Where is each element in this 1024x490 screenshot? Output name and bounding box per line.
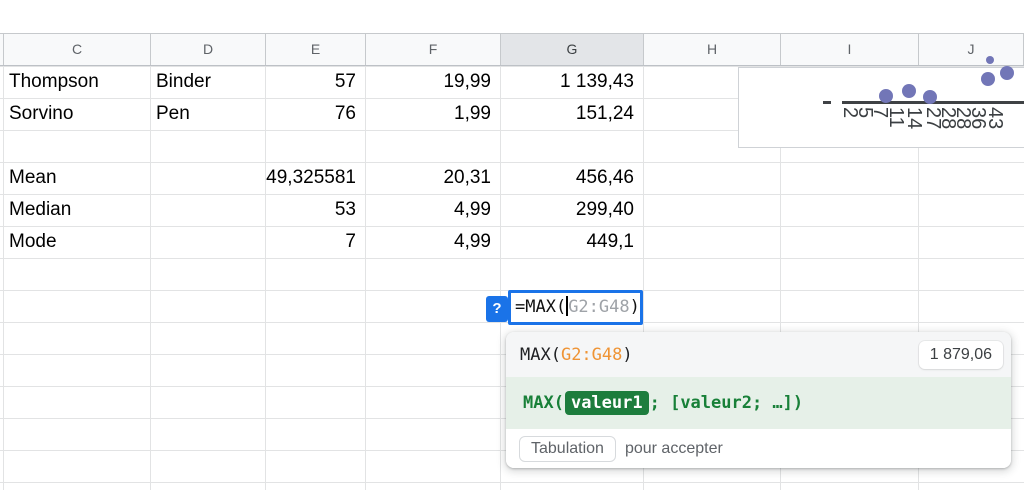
cell-median-label[interactable]: Median xyxy=(9,199,72,220)
cell-mean-price[interactable]: 20,31 xyxy=(443,167,491,188)
grid-vertical-line xyxy=(780,66,781,490)
cell-sorvino-price[interactable]: 1,99 xyxy=(454,103,491,124)
syntax-row: MAX(valeur1; [valeur2; …]) xyxy=(506,377,1011,429)
cell-mean-label[interactable]: Mean xyxy=(9,167,57,188)
suggestion-close: ) xyxy=(622,344,633,365)
cell-sorvino-total[interactable]: 151,24 xyxy=(575,103,634,124)
cell-mean-units[interactable]: 49,325581 xyxy=(266,167,356,188)
cell-thompson-units[interactable]: 57 xyxy=(334,71,356,92)
cell-thompson-product[interactable]: Binder xyxy=(156,71,211,92)
cell-sorvino-product[interactable]: Pen xyxy=(156,103,190,124)
column-header-e[interactable]: E xyxy=(266,34,366,65)
scatter-point xyxy=(981,72,995,86)
cell-median-price[interactable]: 4,99 xyxy=(454,199,491,220)
syntax-active-param: valeur1 xyxy=(564,391,649,415)
scatter-point xyxy=(923,90,937,104)
grid-vertical-line xyxy=(365,66,366,490)
formula-typed-text: =MAX( xyxy=(515,297,567,317)
syntax-prefix: MAX( xyxy=(523,393,564,413)
grid-vertical-line xyxy=(918,66,919,490)
cell-median-total[interactable]: 299,40 xyxy=(575,199,634,220)
cell-sorvino-name[interactable]: Sorvino xyxy=(9,103,74,124)
column-header-d[interactable]: D xyxy=(151,34,266,65)
suggestion-range: G2:G48 xyxy=(560,344,623,365)
preview-value: 1 879,06 xyxy=(918,340,1003,369)
grid-vertical-line xyxy=(265,66,266,490)
grid-vertical-line xyxy=(500,66,501,490)
embedded-chart[interactable]: 2 5 7 11 14 27 28 28 36 43 xyxy=(738,56,1024,148)
x-axis-tick-label: 14 xyxy=(903,107,925,130)
scatter-point xyxy=(1000,66,1014,80)
cell-thompson-name[interactable]: Thompson xyxy=(9,71,99,92)
text-cursor xyxy=(566,295,569,316)
scatter-point xyxy=(986,56,994,64)
cell-mode-total[interactable]: 449,1 xyxy=(586,231,634,252)
syntax-rest: ; [valeur2; …]) xyxy=(649,393,804,413)
column-header-row: C D E F G H I J xyxy=(0,33,1024,66)
tab-keycap: Tabulation xyxy=(519,435,616,462)
cell-thompson-total[interactable]: 1 139,43 xyxy=(560,71,634,92)
hint-row: Tabulation pour accepter xyxy=(506,429,1011,468)
suggestion-function: MAX( xyxy=(520,344,561,365)
formula-close-paren: ) xyxy=(629,297,640,317)
column-header-i[interactable]: I xyxy=(781,34,919,65)
hint-text: pour accepter xyxy=(624,439,723,457)
column-header-g[interactable]: G xyxy=(501,34,644,65)
cell-thompson-price[interactable]: 19,99 xyxy=(443,71,491,92)
column-header-f[interactable]: F xyxy=(366,34,501,65)
cell-mean-total[interactable]: 456,46 xyxy=(575,167,634,188)
column-header-spacer xyxy=(0,34,4,65)
formula-editor-cell[interactable]: =MAX(G2:G48) xyxy=(508,290,643,325)
cell-mode-label[interactable]: Mode xyxy=(9,231,57,252)
suggestion-row[interactable]: MAX(G2:G48) 1 879,06 xyxy=(506,332,1011,377)
cell-sorvino-units[interactable]: 76 xyxy=(334,103,356,124)
x-axis-tick-label: 43 xyxy=(984,107,1006,130)
grid-vertical-line xyxy=(3,66,4,490)
cell-mode-price[interactable]: 4,99 xyxy=(454,231,491,252)
column-header-c[interactable]: C xyxy=(4,34,151,65)
formula-autocomplete-popup: MAX(G2:G48) 1 879,06 MAX(valeur1; [valeu… xyxy=(506,332,1011,468)
grid-vertical-line xyxy=(150,66,151,490)
column-header-j[interactable]: J xyxy=(919,34,1024,65)
cell-median-units[interactable]: 53 xyxy=(334,199,356,220)
column-header-h[interactable]: H xyxy=(644,34,781,65)
scatter-point xyxy=(902,84,916,98)
scatter-point xyxy=(879,89,893,103)
grid-vertical-line xyxy=(643,66,644,490)
cell-mode-units[interactable]: 7 xyxy=(345,231,356,252)
chart-axis-dash xyxy=(823,101,831,104)
formula-help-button[interactable]: ? xyxy=(486,296,508,322)
formula-ghost-range: G2:G48 xyxy=(568,297,630,317)
